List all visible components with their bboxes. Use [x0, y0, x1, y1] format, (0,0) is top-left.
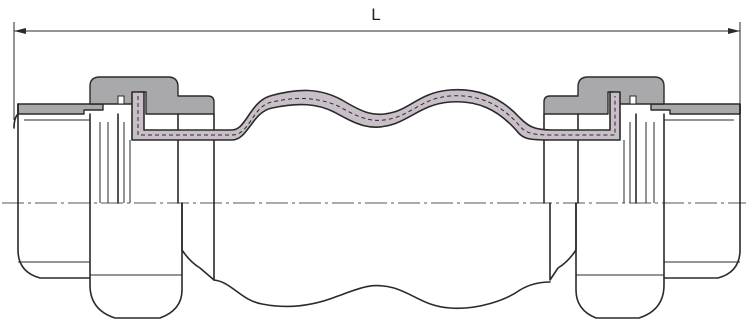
dimension-label: L — [371, 5, 380, 24]
left-union-nut-section — [89, 76, 215, 115]
left-nut-hex-lower — [89, 202, 183, 319]
left-threaded-end — [13, 76, 215, 204]
arrowhead-right — [728, 28, 740, 34]
left-tail-lower — [17, 202, 91, 279]
left-tail-body — [13, 103, 19, 204]
right-threaded-end — [543, 76, 741, 204]
right-tail-piece-section — [650, 103, 741, 115]
right-retainer-tab — [629, 95, 637, 105]
arrowhead-left — [14, 28, 26, 34]
right-nut-hex-lower — [575, 202, 665, 319]
bellows-lower-profile — [213, 279, 551, 310]
rubber-bellows-section — [131, 88, 621, 141]
right-lower-outer-view — [549, 202, 741, 319]
bellows-outer-view — [213, 140, 551, 310]
left-lower-outer-view — [17, 202, 215, 319]
right-tail-lower — [663, 202, 741, 279]
left-union-nut-body — [89, 113, 215, 204]
left-retainer-tab — [117, 95, 125, 105]
left-nut-flange-lower — [181, 202, 215, 281]
rubber-reinforcement-cord — [137, 95, 616, 136]
right-union-nut-body — [543, 113, 665, 204]
left-tail-piece-section — [17, 103, 104, 115]
rubber-bellows-wall — [131, 88, 621, 141]
right-nut-flange-lower — [549, 202, 577, 281]
right-union-nut-section — [543, 76, 665, 115]
